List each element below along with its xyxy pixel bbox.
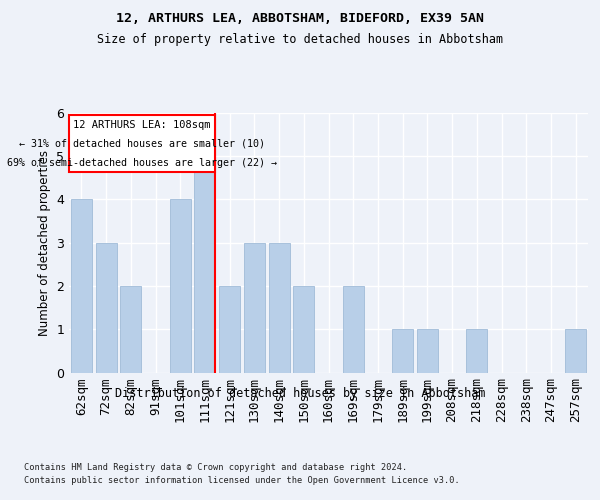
Bar (194, 156, 215, 372)
FancyBboxPatch shape (69, 114, 215, 172)
Text: Distribution of detached houses by size in Abbotsham: Distribution of detached houses by size … (115, 388, 485, 400)
Text: Size of property relative to detached houses in Abbotsham: Size of property relative to detached ho… (97, 32, 503, 46)
Text: 12, ARTHURS LEA, ABBOTSHAM, BIDEFORD, EX39 5AN: 12, ARTHURS LEA, ABBOTSHAM, BIDEFORD, EX… (116, 12, 484, 26)
Bar (269, 242, 290, 372)
Bar (170, 199, 191, 372)
Bar (565, 329, 586, 372)
Text: Contains public sector information licensed under the Open Government Licence v3: Contains public sector information licen… (24, 476, 460, 485)
Bar (95, 242, 116, 372)
Bar (466, 329, 487, 372)
Bar (219, 286, 240, 372)
Text: 12 ARTHURS LEA: 108sqm: 12 ARTHURS LEA: 108sqm (73, 120, 211, 130)
Bar (417, 329, 438, 372)
Bar (71, 199, 92, 372)
Bar (244, 242, 265, 372)
Bar (392, 329, 413, 372)
Bar (120, 286, 141, 372)
Bar (293, 286, 314, 372)
Text: 69% of semi-detached houses are larger (22) →: 69% of semi-detached houses are larger (… (7, 158, 277, 168)
Text: Contains HM Land Registry data © Crown copyright and database right 2024.: Contains HM Land Registry data © Crown c… (24, 462, 407, 471)
Bar (343, 286, 364, 372)
Y-axis label: Number of detached properties: Number of detached properties (38, 150, 50, 336)
Text: ← 31% of detached houses are smaller (10): ← 31% of detached houses are smaller (10… (19, 138, 265, 148)
